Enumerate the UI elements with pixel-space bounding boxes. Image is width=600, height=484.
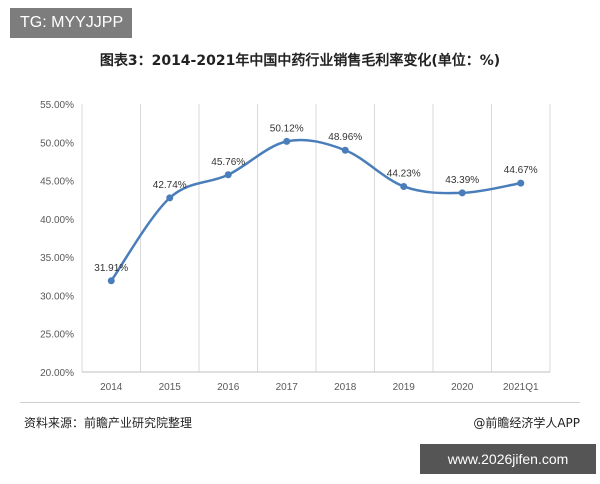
data-point xyxy=(400,182,408,190)
y-tick-label: 25.00% xyxy=(40,330,74,341)
x-tick-label: 2021Q1 xyxy=(503,382,539,393)
brand-credit: @前瞻经济学人APP xyxy=(473,416,580,430)
x-tick-label: 2017 xyxy=(276,382,299,393)
data-point xyxy=(107,277,115,285)
x-tick-label: 2019 xyxy=(393,382,416,393)
x-tick-label: 2015 xyxy=(159,382,182,393)
data-label: 31.91% xyxy=(94,263,128,274)
source-note: 资料来源：前瞻产业研究院整理 xyxy=(24,416,193,430)
data-label: 44.67% xyxy=(504,165,538,176)
x-tick-label: 2018 xyxy=(334,382,357,393)
chart-title: 图表3：2014-2021年中国中药行业销售毛利率变化(单位：%) xyxy=(99,53,501,69)
y-tick-label: 20.00% xyxy=(40,368,74,379)
data-label: 44.23% xyxy=(387,168,421,179)
x-tick-label: 2016 xyxy=(217,382,240,393)
data-point xyxy=(341,146,349,154)
site-watermark: www.2026jifen.com xyxy=(420,444,596,474)
y-tick-label: 55.00% xyxy=(40,100,74,111)
data-label: 42.74% xyxy=(153,180,187,191)
data-label: 45.76% xyxy=(211,157,245,168)
footer-divider xyxy=(20,402,580,403)
y-tick-label: 30.00% xyxy=(40,291,74,302)
data-point xyxy=(166,194,174,202)
data-point xyxy=(517,179,525,187)
tg-watermark-badge: TG: MYYJJPP xyxy=(10,8,132,38)
x-tick-label: 2020 xyxy=(451,382,474,393)
y-tick-label: 50.00% xyxy=(40,138,74,149)
x-tick-label: 2014 xyxy=(100,382,123,393)
y-tick-label: 45.00% xyxy=(40,177,74,188)
data-label: 50.12% xyxy=(270,123,304,134)
data-point xyxy=(458,189,466,197)
y-tick-label: 35.00% xyxy=(40,253,74,264)
data-point xyxy=(224,171,232,179)
data-point xyxy=(283,137,291,145)
data-label: 48.96% xyxy=(328,132,362,143)
data-label: 43.39% xyxy=(445,175,479,186)
y-tick-label: 40.00% xyxy=(40,215,74,226)
